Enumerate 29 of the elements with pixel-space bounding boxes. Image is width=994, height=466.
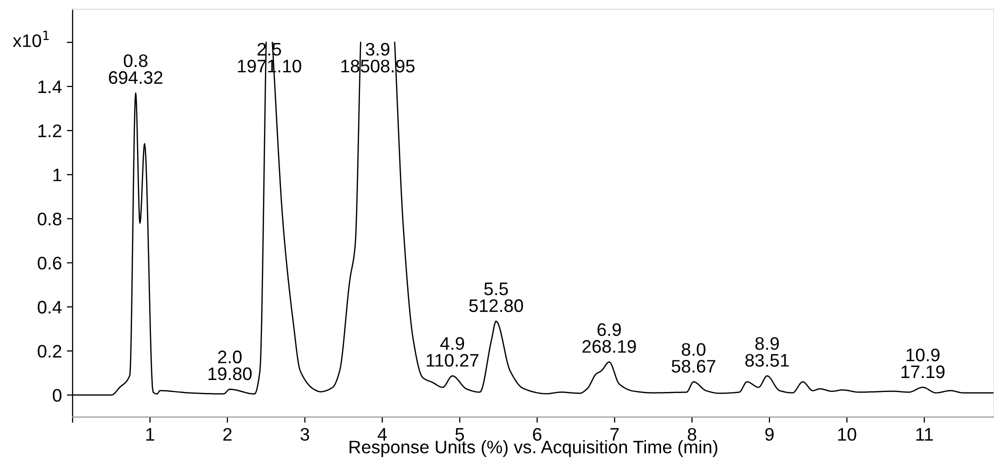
x-tick-label: 3 [300, 428, 310, 441]
annotation: 2.0 19.80 [208, 350, 252, 380]
y-axis-title: x10$^{1}$ [12, 30, 49, 48]
x-tick-label: 9 [765, 428, 774, 441]
annotation: 6.9 268.19 [582, 323, 636, 353]
y-tick-label: 1 [53, 168, 62, 182]
annotation: 0.8 694.32 [108, 54, 162, 84]
x-tick-label: 2 [223, 428, 232, 441]
x-axis-title: Response Units (%) vs. Acquisition Time (min) [350, 440, 718, 457]
x-tick-label: 1 [146, 428, 154, 441]
x-tick-label: 11 [916, 428, 933, 441]
annotation: 8.0 58.67 [672, 343, 716, 373]
x-tick-label: 8 [688, 428, 696, 441]
x-tick-label: 10 [838, 428, 856, 441]
y-tick-label: 1.4 [38, 80, 62, 94]
y-tick-label: 1.2 [38, 124, 62, 138]
y-tick-label: 0.4 [38, 300, 62, 314]
y-tick-label: 0.8 [38, 212, 62, 226]
x-tick-label: 4 [378, 428, 387, 441]
annotation: 5.5 512.80 [469, 282, 524, 312]
x-tick-label: 7 [610, 428, 619, 441]
y-tick-label: 0.2 [38, 344, 62, 358]
y-tick-label: 0 [52, 388, 62, 402]
y-tick-label: 0.6 [38, 256, 62, 270]
annotation: 8.9 83.51 [745, 337, 789, 367]
annotation: 10.9 17.19 [902, 348, 944, 378]
annotation: 4.9 110.27 [426, 337, 478, 367]
x-tick-label: 5 [455, 428, 464, 441]
x-tick-label: 6 [533, 428, 542, 441]
